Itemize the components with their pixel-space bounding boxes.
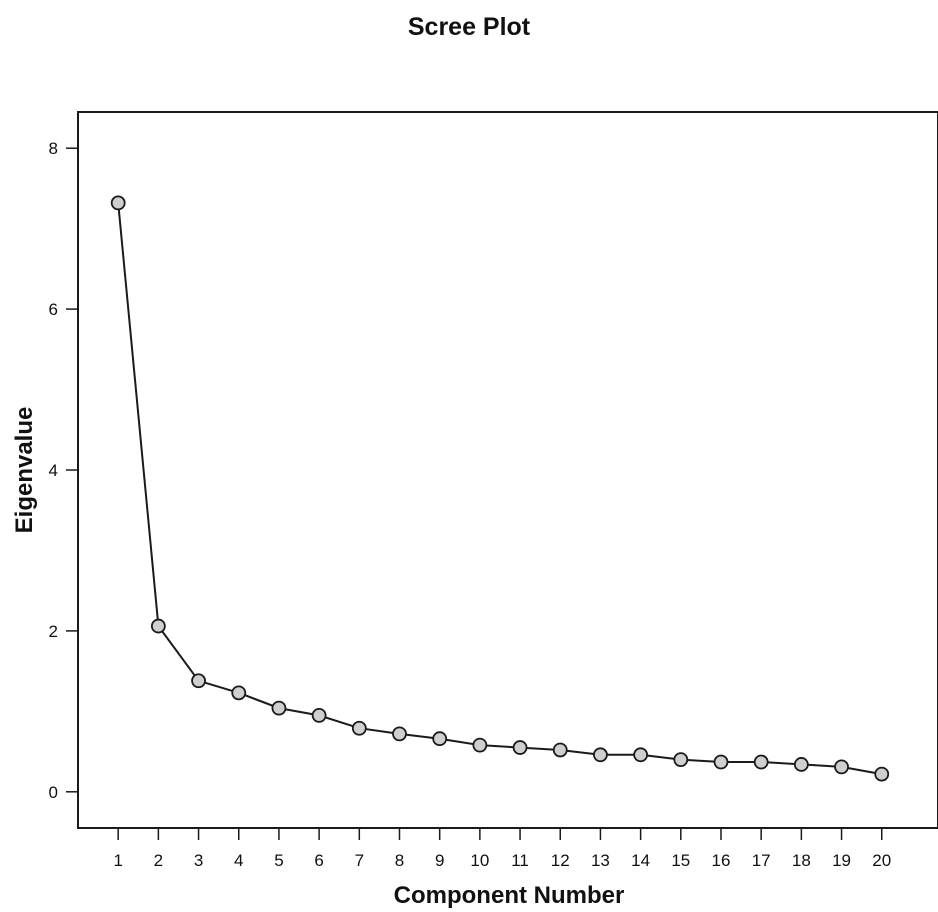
x-tick-label: 13	[591, 851, 610, 870]
chart-title: Scree Plot	[408, 13, 531, 41]
data-point	[593, 747, 608, 763]
data-point	[713, 754, 729, 770]
data-point	[673, 752, 689, 768]
x-tick-label: 8	[395, 851, 404, 870]
y-axis-ticks: 0 2 4 6 8	[49, 139, 78, 802]
x-tick-label: 9	[435, 851, 444, 870]
y-tick-label: 0	[49, 783, 58, 802]
y-tick-label: 4	[49, 461, 58, 480]
data-point	[874, 766, 890, 782]
x-tick-label: 20	[872, 851, 891, 870]
x-tick-label: 6	[314, 851, 323, 870]
data-point	[191, 673, 206, 689]
x-axis-label: Component Number	[394, 882, 625, 909]
x-tick-label: 18	[792, 851, 811, 870]
data-point	[150, 618, 166, 634]
x-tick-label: 12	[551, 851, 570, 870]
y-tick-label: 2	[49, 622, 58, 641]
data-point	[552, 742, 568, 758]
data-point	[110, 195, 126, 211]
x-tick-label: 1	[113, 851, 122, 870]
x-tick-label: 10	[470, 851, 489, 870]
y-tick-label: 8	[49, 139, 58, 158]
data-point	[432, 731, 448, 747]
data-point	[231, 685, 247, 701]
x-tick-label: 15	[671, 851, 690, 870]
y-tick-label: 6	[49, 300, 58, 319]
x-tick-label: 7	[355, 851, 364, 870]
x-tick-label: 14	[631, 851, 650, 870]
x-axis-ticks: 1 2 3 4 5 6 7 8 9 10 11 12 13 14 15 16 17 18 19 20	[113, 828, 891, 870]
x-tick-label: 3	[194, 851, 203, 870]
plot-frame	[77, 111, 938, 829]
data-point	[472, 737, 488, 753]
x-tick-label: 11	[511, 851, 529, 870]
x-tick-label: 2	[154, 851, 163, 870]
x-tick-label: 19	[832, 851, 851, 870]
x-tick-label: 5	[274, 851, 283, 870]
x-tick-label: 17	[752, 851, 771, 870]
data-points	[110, 195, 890, 782]
data-point	[271, 700, 287, 716]
data-point	[633, 747, 649, 763]
data-point	[834, 759, 849, 775]
data-point	[793, 757, 809, 772]
data-point	[311, 707, 327, 723]
eigenvalue-line	[117, 202, 882, 776]
x-tick-label: 4	[234, 851, 243, 870]
data-point	[351, 720, 367, 736]
data-point	[512, 740, 528, 755]
data-point	[753, 754, 769, 770]
x-tick-label: 16	[712, 851, 731, 870]
data-point	[392, 726, 407, 742]
y-axis-label: Eigenvalue	[11, 407, 38, 534]
